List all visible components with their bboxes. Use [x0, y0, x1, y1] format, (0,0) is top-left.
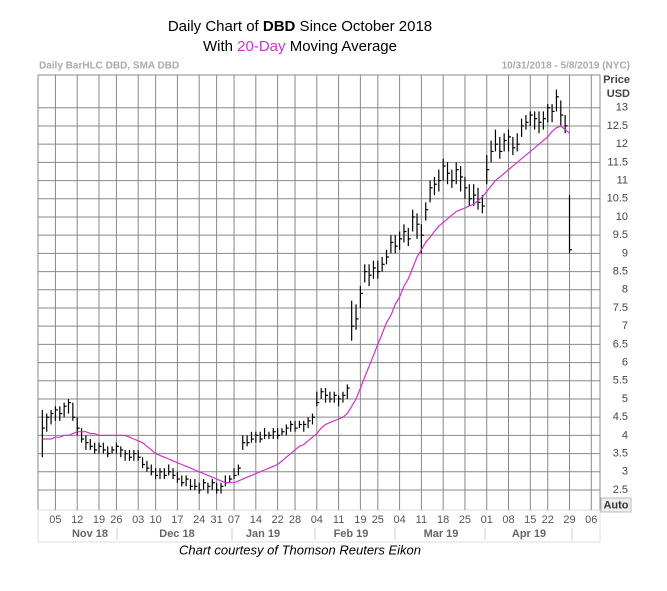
x-tick-label: 22	[271, 514, 283, 526]
y-tick-label: 6.5	[613, 338, 628, 350]
x-axis-band	[37, 509, 601, 543]
x-tick-label: 03	[132, 514, 144, 526]
y-tick-label: 10	[616, 211, 628, 223]
y-tick-label: 5.5	[613, 375, 628, 387]
x-tick-label: 05	[49, 514, 61, 526]
x-tick-label: 25	[459, 514, 471, 526]
x-tick-label: 06	[585, 514, 597, 526]
month-label: Feb 19	[334, 528, 369, 540]
x-tick-label: 04	[311, 514, 323, 526]
y-tick-label: 8	[622, 284, 628, 296]
x-tick-label: 17	[171, 514, 183, 526]
x-tick-label: 15	[524, 514, 536, 526]
y-tick-label: 7	[622, 320, 628, 332]
x-tick-label: 07	[228, 514, 240, 526]
y-tick-label: 11.5	[607, 156, 628, 168]
y-tick-label: 9.5	[613, 229, 628, 241]
y-tick-label: 11	[617, 174, 628, 186]
month-label: Mar 19	[424, 528, 459, 540]
x-tick-label: 14	[250, 514, 262, 526]
y-tick-label: 3.5	[613, 447, 628, 459]
x-tick-label: 25	[372, 514, 384, 526]
y-tick-label: 8.5	[613, 265, 628, 277]
x-tick-label: 24	[193, 514, 205, 526]
month-label: Apr 19	[512, 528, 546, 540]
y-axis-label: Price	[603, 74, 630, 86]
month-label: Jan 19	[246, 528, 280, 540]
scale-button[interactable]	[600, 497, 632, 513]
x-tick-label: 22	[542, 514, 554, 526]
x-tick-label: 11	[416, 514, 427, 526]
header-right: 10/31/2018 - 5/8/2019 (NYC)	[502, 61, 630, 72]
plot-area	[37, 74, 601, 511]
y-tick-label: 9	[622, 247, 628, 259]
moving-average-line	[42, 125, 570, 484]
y-tick-label: 4	[622, 429, 628, 441]
y-axis-unit: USD	[607, 88, 630, 100]
y-tick-label: 5	[622, 393, 628, 405]
y-tick-label: 12	[616, 138, 628, 150]
x-tick-label: 18	[437, 514, 449, 526]
caption: Chart courtesy of Thomson Reuters Eikon	[179, 542, 421, 557]
x-tick-label: 10	[150, 514, 162, 526]
y-tick-label: 13	[616, 102, 628, 114]
y-tick-label: 2.5	[613, 484, 628, 496]
x-tick-label: 28	[289, 514, 301, 526]
x-tick-label: 31	[210, 514, 222, 526]
scale-button-label[interactable]: Auto	[603, 499, 628, 511]
y-tick-label: 6	[622, 356, 628, 368]
y-tick-label: 3	[622, 466, 628, 478]
header-left: Daily BarHLC DBD, SMA DBD	[39, 61, 179, 72]
month-label: Dec 18	[159, 528, 194, 540]
chart-title: Daily Chart of DBD Since October 2018	[168, 18, 432, 35]
x-tick-label: 19	[354, 514, 366, 526]
y-tick-label: 4.5	[613, 411, 628, 423]
x-tick-label: 04	[393, 514, 405, 526]
y-tick-label: 7.5	[613, 302, 628, 314]
x-tick-label: 01	[481, 514, 493, 526]
x-tick-label: 29	[563, 514, 575, 526]
x-tick-label: 19	[93, 514, 105, 526]
x-tick-label: 08	[502, 514, 514, 526]
y-tick-label: 12.5	[607, 120, 628, 132]
x-tick-label: 11	[333, 514, 344, 526]
y-tick-label: 10.5	[607, 193, 628, 205]
month-label: Nov 18	[72, 528, 108, 540]
x-tick-label: 12	[71, 514, 83, 526]
chart-subtitle: With 20-Day Moving Average	[203, 38, 397, 55]
x-tick-label: 26	[110, 514, 122, 526]
